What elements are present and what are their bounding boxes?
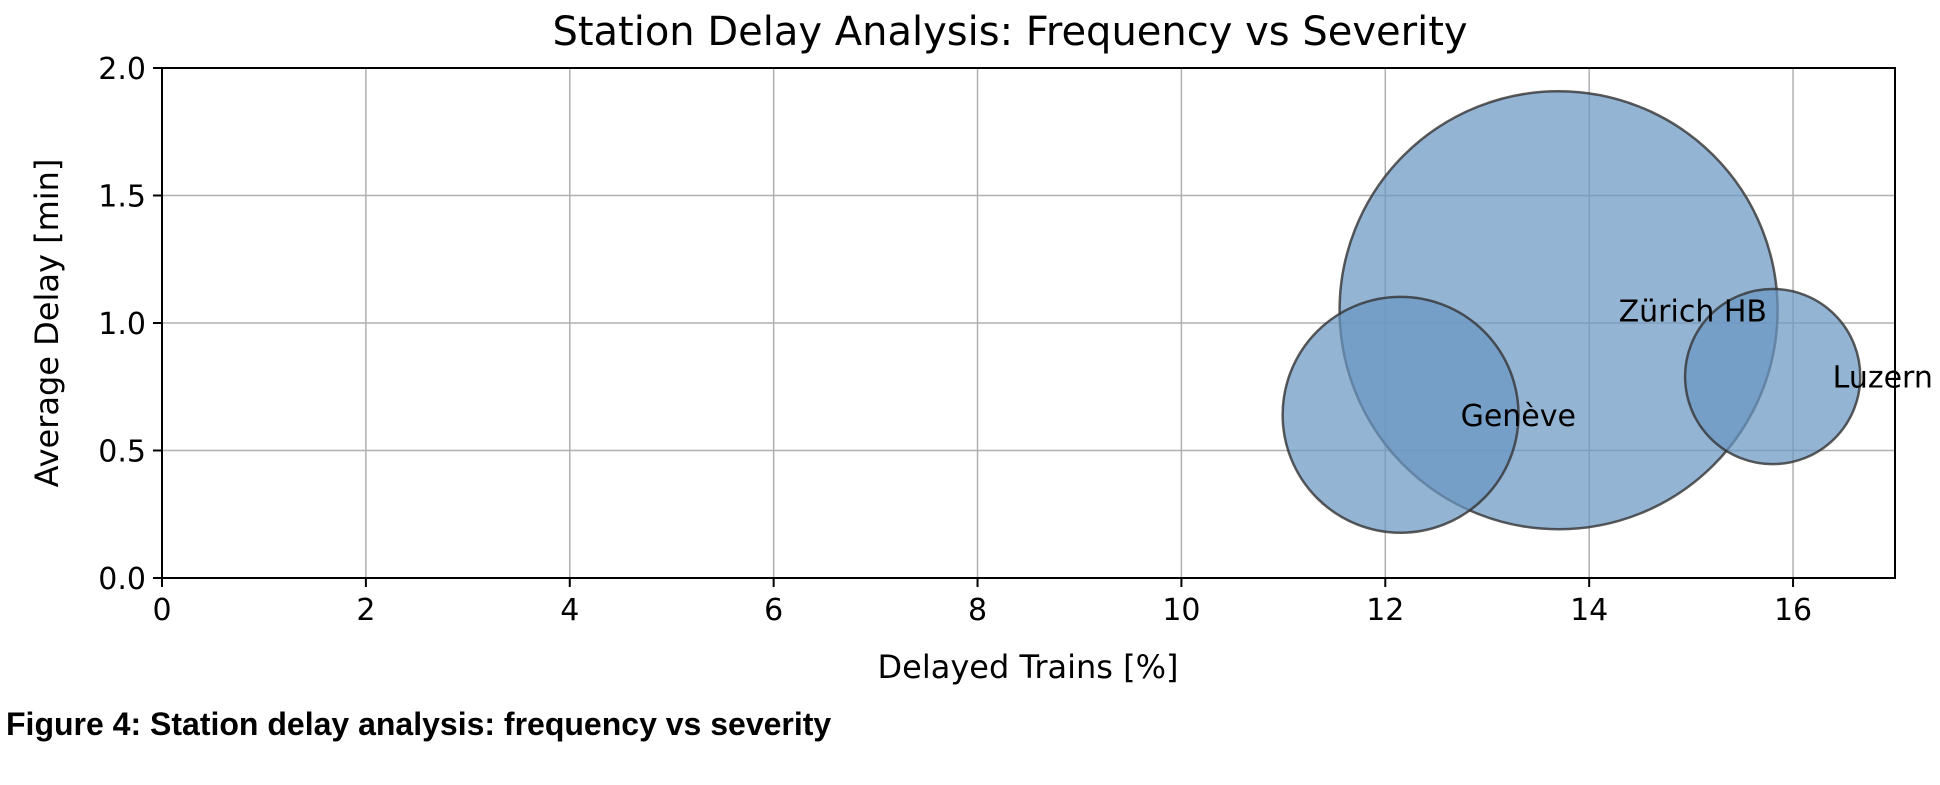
bubble bbox=[1683, 287, 1862, 466]
bubble-label: Genève bbox=[1461, 399, 1576, 434]
x-tick-label: 6 bbox=[764, 593, 783, 628]
bubble-labels: Zürich HB Genève Luzern bbox=[1461, 294, 1933, 434]
x-tick-label: 0 bbox=[152, 593, 171, 628]
x-axis-label: Delayed Trains [%] bbox=[878, 648, 1179, 686]
x-ticks: 0 2 4 6 8 10 12 14 16 bbox=[152, 578, 1812, 628]
bubble-label: Luzern bbox=[1833, 361, 1933, 396]
y-tick-label: 2.0 bbox=[98, 52, 146, 87]
bubble bbox=[1281, 295, 1520, 534]
x-tick-label: 14 bbox=[1570, 593, 1608, 628]
y-tick-label: 1.5 bbox=[98, 180, 146, 215]
x-tick-label: 12 bbox=[1366, 593, 1404, 628]
y-tick-label: 0.5 bbox=[98, 435, 146, 470]
bubbles bbox=[1281, 90, 1862, 534]
x-tick-label: 4 bbox=[560, 593, 579, 628]
y-axis-label: Average Delay [min] bbox=[28, 159, 66, 488]
x-tick-label: 16 bbox=[1774, 593, 1812, 628]
x-tick-label: 8 bbox=[968, 593, 987, 628]
y-tick-label: 1.0 bbox=[98, 307, 146, 342]
y-ticks: 0.0 0.5 1.0 1.5 2.0 bbox=[98, 52, 162, 597]
figure-caption: Figure 4: Station delay analysis: freque… bbox=[6, 706, 832, 742]
x-tick-label: 10 bbox=[1162, 593, 1200, 628]
bubble-label: Zürich HB bbox=[1619, 294, 1767, 329]
chart: Station Delay Analysis: Frequency vs Sev… bbox=[28, 9, 1933, 686]
chart-title: Station Delay Analysis: Frequency vs Sev… bbox=[552, 9, 1467, 55]
y-tick-label: 0.0 bbox=[98, 562, 146, 597]
x-tick-label: 2 bbox=[356, 593, 375, 628]
